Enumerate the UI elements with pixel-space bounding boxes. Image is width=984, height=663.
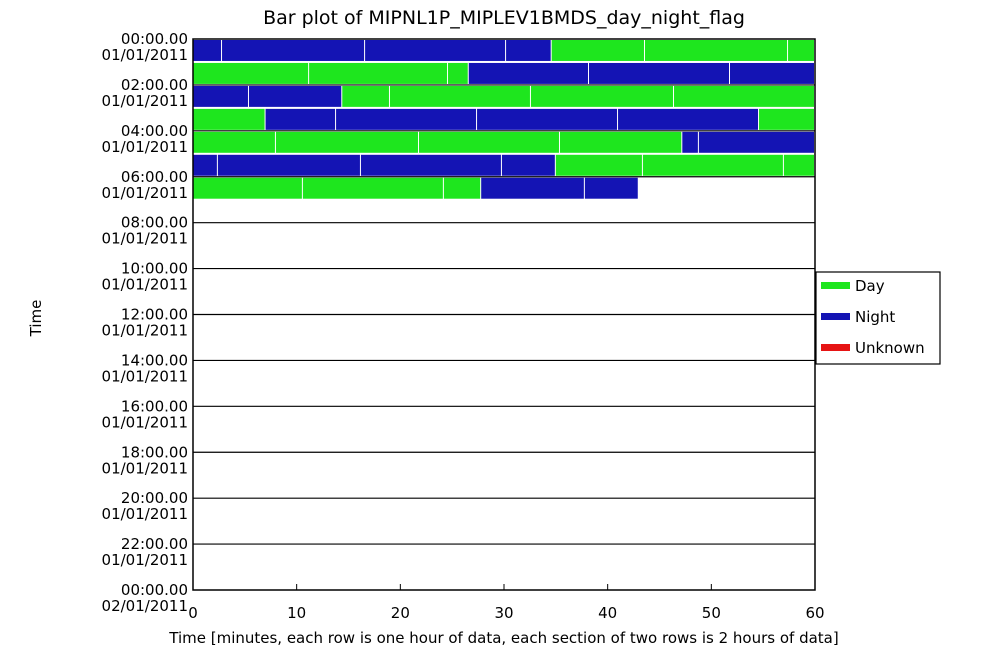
y-tick-time: 10:00.00 xyxy=(121,260,188,278)
bar-segment-day xyxy=(418,131,559,153)
legend-label-unknown: Unknown xyxy=(855,339,925,357)
bar-segment-night xyxy=(222,40,365,61)
legend-label-night: Night xyxy=(855,308,895,326)
bar-segment-day xyxy=(193,108,265,130)
legend-swatch-night xyxy=(821,313,850,320)
bar-segment-night xyxy=(468,62,589,84)
y-tick-time: 20:00.00 xyxy=(121,489,188,507)
y-tick-date: 01/01/2011 xyxy=(102,459,188,477)
y-tick-time: 04:00.00 xyxy=(121,122,188,140)
bar-segment-night xyxy=(698,131,814,153)
y-tick-date: 01/01/2011 xyxy=(102,551,188,569)
bar-segment-night xyxy=(193,154,217,176)
bar-segment-day xyxy=(309,62,448,84)
chart-title: Bar plot of MIPNL1P_MIPLEV1BMDS_day_nigh… xyxy=(263,7,745,29)
legend-swatch-day xyxy=(821,282,850,289)
bar-segment-day xyxy=(443,177,481,199)
bar-segment-night xyxy=(265,108,336,130)
legend-label-day: Day xyxy=(855,277,885,295)
y-tick-time: 08:00.00 xyxy=(121,214,188,232)
y-tick-time: 06:00.00 xyxy=(121,168,188,186)
section-gridlines xyxy=(193,84,815,545)
y-tick-date: 01/01/2011 xyxy=(102,46,188,64)
y-tick-time: 22:00.00 xyxy=(121,535,188,553)
bar-segment-night xyxy=(506,40,551,61)
x-tick-label: 40 xyxy=(598,604,617,622)
bars-layer xyxy=(193,40,814,199)
bar-segment-day xyxy=(788,40,814,61)
bar-segment-night xyxy=(618,108,759,130)
bar-segment-night xyxy=(365,40,506,61)
bar-segment-night xyxy=(584,177,638,199)
bar-segment-day xyxy=(275,131,418,153)
bar-segment-day xyxy=(642,154,783,176)
bar-segment-day xyxy=(559,131,682,153)
y-tick-date: 01/01/2011 xyxy=(102,230,188,248)
bar-segment-night xyxy=(217,154,360,176)
bar-segment-night xyxy=(193,40,222,61)
bar-segment-day xyxy=(342,85,389,107)
bar-segment-day xyxy=(193,131,275,153)
bar-segment-night xyxy=(248,85,342,107)
y-tick-date: 01/01/2011 xyxy=(102,184,188,202)
bar-segment-day xyxy=(193,177,302,199)
bar-segment-day xyxy=(530,85,674,107)
bar-segment-day xyxy=(302,177,443,199)
y-tick-time: 00:00.00 xyxy=(121,581,188,599)
y-tick-date: 01/01/2011 xyxy=(102,322,188,340)
bar-segment-night xyxy=(589,62,729,84)
bar-segment-day xyxy=(555,154,642,176)
bar-segment-day xyxy=(783,154,814,176)
bar-segment-night xyxy=(682,131,698,153)
y-tick-time: 00:00.00 xyxy=(121,30,188,48)
bar-segment-night xyxy=(477,108,618,130)
y-tick-time: 14:00.00 xyxy=(121,351,188,369)
y-tick-date: 01/01/2011 xyxy=(102,92,188,110)
y-tick-date: 01/01/2011 xyxy=(102,138,188,156)
y-tick-time: 16:00.00 xyxy=(121,397,188,415)
y-tick-date: 01/01/2011 xyxy=(102,505,188,523)
bar-segment-day xyxy=(448,62,468,84)
y-tick-date: 02/01/2011 xyxy=(102,597,188,615)
y-tick-date: 01/01/2011 xyxy=(102,367,188,385)
x-tick-label: 50 xyxy=(702,604,721,622)
y-tick-time: 12:00.00 xyxy=(121,306,188,324)
x-tick-label: 10 xyxy=(287,604,306,622)
bar-segment-night xyxy=(481,177,584,199)
bar-segment-night xyxy=(193,85,248,107)
x-axis-ticks: 0 10 20 30 40 50 60 xyxy=(188,584,825,622)
y-axis-label: Time xyxy=(27,300,45,338)
legend: Day Night Unknown xyxy=(815,271,941,365)
y-tick-date: 01/01/2011 xyxy=(102,413,188,431)
y-tick-time: 02:00.00 xyxy=(121,76,188,94)
bar-segment-day xyxy=(674,85,814,107)
bar-segment-night xyxy=(729,62,814,84)
bar-segment-night xyxy=(501,154,555,176)
bar-segment-night xyxy=(360,154,501,176)
legend-swatch-unknown xyxy=(821,344,850,351)
bar-segment-day xyxy=(759,108,814,130)
bar-segment-day xyxy=(389,85,530,107)
y-axis-ticks: 00:00.0001/01/201102:00.0001/01/201104:0… xyxy=(102,30,188,615)
bar-segment-day xyxy=(644,40,788,61)
y-tick-time: 18:00.00 xyxy=(121,443,188,461)
bar-segment-night xyxy=(336,108,477,130)
y-tick-date: 01/01/2011 xyxy=(102,276,188,294)
x-tick-label: 30 xyxy=(494,604,513,622)
x-axis-label: Time [minutes, each row is one hour of d… xyxy=(168,629,838,647)
bar-segment-day xyxy=(193,62,309,84)
x-tick-label: 60 xyxy=(805,604,824,622)
x-tick-label: 0 xyxy=(188,604,198,622)
x-tick-label: 20 xyxy=(391,604,410,622)
bar-segment-day xyxy=(551,40,644,61)
